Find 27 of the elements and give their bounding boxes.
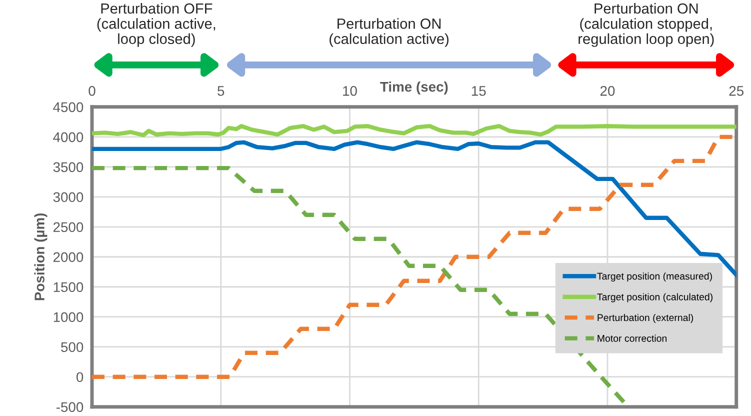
x-tick-label: 0	[88, 86, 96, 96]
x-axis-title: Time (sec)	[380, 82, 448, 94]
text: Perturbation OFF (calculation active, loop closed)	[97, 2, 216, 47]
y-axis-title: Position (µm)	[34, 213, 48, 300]
y-tick-label: 500	[61, 342, 84, 352]
x-tick-label: 5	[218, 86, 224, 96]
y-tick-label: 3000	[53, 192, 84, 202]
text: Perturbation ON (calculation active)	[330, 18, 449, 47]
y-tick-label: 4000	[53, 132, 84, 142]
y-tick-label: 1500	[54, 282, 84, 292]
text: Perturbation ON (calculation stopped, regulation loop open)	[578, 2, 714, 47]
y-tick-label: 0	[76, 372, 84, 382]
y-tick-label: 1000	[54, 312, 84, 322]
legend-label: Perturbation (external)	[598, 314, 694, 324]
x-tick-label: 25	[729, 86, 744, 96]
x-tick-label: 20	[600, 86, 615, 96]
line-series	[92, 124, 736, 138]
x-tick-label: 10	[343, 86, 357, 96]
y-tick-label: 4500	[53, 102, 84, 112]
legend-label: Motor correction	[598, 334, 667, 342]
legend-label: Target position (calculated)	[597, 293, 712, 302]
legend-label: Target position (measured)	[597, 272, 712, 282]
y-tick-label: 2500	[53, 222, 84, 232]
y-tick-label: 2000	[53, 252, 84, 262]
y-tick-label: 3500	[53, 162, 84, 172]
y-tick-label: -500	[56, 402, 84, 412]
x-tick-label: 15	[472, 86, 486, 96]
